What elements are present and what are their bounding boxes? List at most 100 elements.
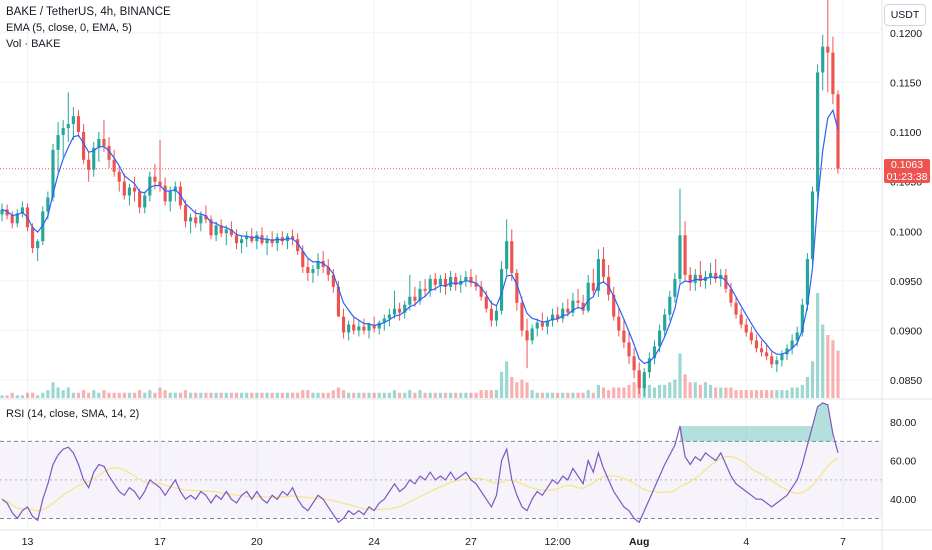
candle [790, 334, 794, 355]
candle-body [581, 302, 585, 311]
candle-body [540, 322, 544, 327]
candle [265, 235, 269, 256]
volume-legend[interactable]: Vol · BAKE [6, 38, 61, 50]
volume-bar [734, 390, 738, 398]
candle-body [296, 239, 300, 252]
candle-body [290, 236, 295, 240]
volume-bar [347, 392, 351, 398]
time-tick-label: 27 [465, 536, 477, 548]
volume-bar [183, 390, 188, 398]
currency-button[interactable]: USDT [884, 4, 926, 26]
volume-bar [127, 392, 132, 398]
candle-body [770, 356, 774, 365]
candle-body [311, 268, 315, 273]
volume-bar [143, 392, 147, 398]
candle-body [586, 282, 590, 311]
volume-bar [571, 392, 575, 398]
candle [739, 308, 743, 329]
candle [469, 268, 473, 287]
candle [520, 296, 524, 337]
volume-bar [739, 390, 743, 398]
rsi-legend[interactable]: RSI (14, close, SMA, 14, 2) [6, 408, 140, 420]
candle [683, 221, 687, 281]
volume-bar [525, 382, 529, 398]
volume-bar [382, 392, 386, 398]
candle [296, 233, 300, 256]
candle [708, 263, 713, 285]
volume-bar [484, 390, 488, 398]
rsi-overbought-fill [680, 402, 833, 442]
candle [204, 205, 208, 224]
candle [622, 320, 626, 349]
candle [826, 0, 830, 93]
candle-body [780, 354, 784, 361]
volume-bar [499, 371, 504, 398]
volume-bar [698, 384, 702, 398]
volume-bar [714, 387, 718, 398]
candle [581, 294, 585, 315]
volume-bar [377, 392, 381, 398]
candle [321, 251, 325, 273]
volume-bar [459, 392, 463, 398]
volume-bar [683, 374, 687, 398]
volume-bar [530, 390, 534, 398]
rsi-tick-label: 60.00 [890, 456, 916, 468]
candle-body [836, 94, 840, 169]
candle [224, 225, 228, 246]
volume-bar [535, 392, 539, 398]
candle [92, 141, 96, 177]
volume-bar [780, 390, 784, 398]
candle-body [474, 282, 478, 287]
last-price-label: 0.1063 01:23:38 [884, 159, 930, 183]
candle-body [0, 209, 4, 215]
candle-body [377, 322, 381, 329]
volume-bar [71, 392, 75, 398]
price-tick-label: 0.1000 [890, 226, 922, 238]
volume-bars [0, 293, 840, 398]
volume-bar [194, 392, 198, 398]
candle-body [214, 225, 218, 236]
rsi-ma-line [1, 456, 839, 512]
volume-bar [775, 390, 779, 398]
candle [810, 186, 815, 266]
candle-body [494, 310, 499, 321]
volume-bar [719, 387, 723, 398]
ema-legend[interactable]: EMA (5, close, 0, EMA, 5) [6, 22, 132, 34]
volume-bar [362, 392, 366, 398]
volume-bar [693, 382, 697, 398]
candle [372, 316, 376, 333]
candle [199, 211, 203, 232]
volume-bar [326, 392, 330, 398]
volume-bar [581, 392, 585, 398]
candle [673, 272, 677, 303]
candle [449, 270, 453, 291]
candle-body [306, 266, 310, 273]
candle-body [199, 215, 203, 224]
candle [510, 229, 514, 281]
rsi-tick-label: 80.00 [890, 417, 916, 429]
candle [408, 274, 412, 311]
candle-body [550, 314, 555, 321]
volume-bar [20, 395, 24, 398]
candle [56, 122, 60, 172]
candle-body [209, 219, 213, 236]
candle-body [632, 356, 636, 371]
candle [816, 64, 820, 200]
candle-body [418, 288, 422, 301]
candle-body [20, 207, 24, 214]
symbol-title[interactable]: BAKE / TetherUS, 4h, BINANCE [6, 6, 171, 18]
volume-bar [255, 392, 259, 398]
volume-bar [199, 392, 203, 398]
candle [275, 233, 279, 252]
candle [729, 282, 733, 307]
volume-bar [209, 392, 213, 398]
volume-bar [158, 387, 162, 398]
candle-body [194, 217, 198, 224]
candle [148, 171, 152, 202]
volume-bar [138, 390, 142, 398]
volume-bar [545, 392, 550, 398]
candle-body [816, 72, 820, 192]
candle-body [403, 304, 407, 313]
